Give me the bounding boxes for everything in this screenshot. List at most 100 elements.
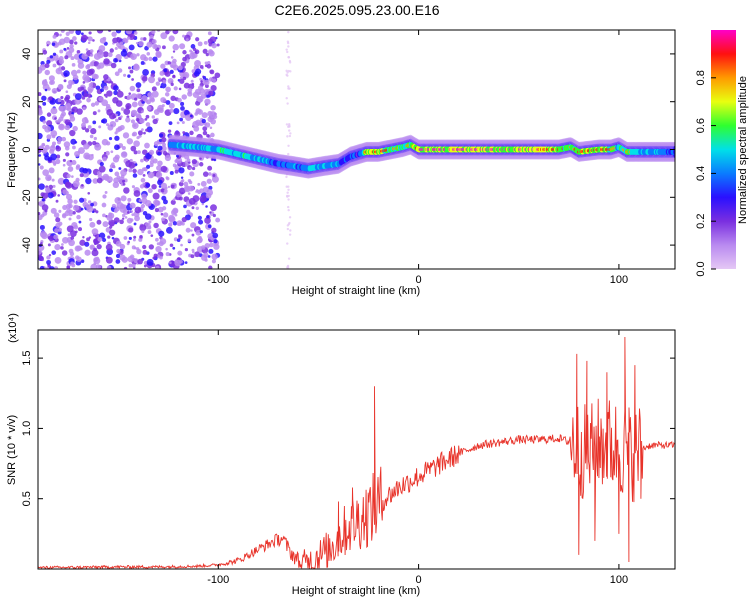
noise-point (75, 30, 82, 36)
noise-point (70, 261, 75, 266)
noise-point (205, 192, 212, 199)
noise-point (38, 256, 44, 262)
noise-point (206, 215, 210, 219)
noise-point (54, 117, 57, 120)
noise-point (50, 130, 58, 137)
noise-point (184, 160, 189, 164)
noise-point (141, 76, 148, 82)
noise-point (136, 248, 142, 255)
noise-point (68, 217, 72, 221)
noise-point (111, 203, 117, 209)
noise-point (57, 98, 62, 103)
y-tick-label: 0 (21, 146, 33, 152)
noise-point (142, 249, 148, 255)
colorbar-gradient (711, 30, 736, 269)
noise-point (138, 134, 142, 138)
noise-point (133, 190, 141, 197)
noise-point (143, 56, 149, 62)
noise-point (108, 212, 113, 217)
noise-point (206, 178, 212, 184)
noise-point (201, 112, 208, 119)
noise-point (172, 43, 179, 51)
noise-point (135, 113, 142, 119)
noise-point (132, 168, 137, 174)
noise-point (204, 122, 211, 128)
noise-point (109, 120, 117, 128)
noise-point (157, 151, 162, 156)
noise-point (89, 61, 95, 67)
snr-frame (37, 329, 676, 570)
noise-point (76, 108, 83, 115)
noise-point (91, 153, 94, 157)
noise-point (199, 157, 202, 160)
noise-point (207, 255, 211, 258)
noise-point (71, 62, 76, 67)
noise-point (177, 97, 182, 103)
noise-point (208, 90, 214, 96)
noise-point (141, 193, 147, 200)
noise-point (207, 165, 213, 171)
noise-point (184, 163, 189, 167)
noise-point (80, 32, 84, 36)
noise-point (120, 49, 128, 57)
noise-point (48, 96, 53, 101)
noise-point (65, 90, 69, 94)
noise-point (210, 132, 215, 138)
noise-point (82, 81, 86, 84)
noise-point (141, 230, 145, 234)
noise-point (288, 221, 291, 225)
noise-point (173, 237, 178, 242)
noise-point (130, 119, 136, 124)
noise-point (178, 181, 184, 187)
noise-point (133, 222, 137, 226)
noise-point (93, 52, 101, 60)
noise-point (60, 246, 64, 250)
noise-point (170, 82, 174, 87)
noise-point (195, 68, 202, 75)
noise-point (81, 184, 84, 187)
noise-point (153, 141, 159, 147)
noise-point (194, 49, 200, 55)
noise-point (288, 233, 292, 236)
noise-point (287, 152, 290, 156)
noise-point (46, 259, 52, 265)
noise-point (287, 188, 290, 191)
noise-point (202, 126, 208, 132)
noise-point (164, 154, 172, 162)
noise-point (151, 86, 157, 92)
noise-point (116, 37, 122, 43)
noise-point (136, 53, 140, 57)
noise-point (191, 233, 195, 237)
noise-point (180, 176, 184, 179)
noise-point (114, 171, 120, 177)
noise-point (63, 141, 71, 148)
colorbar-ticks: 0.0 0.2 0.4 0.6 0.8 (695, 70, 716, 277)
noise-point (59, 38, 66, 45)
noise-point (146, 126, 153, 133)
noise-point (172, 221, 178, 226)
noise-point (69, 113, 75, 119)
noise-point (71, 175, 74, 178)
noise-point (68, 239, 75, 247)
noise-point (161, 45, 166, 50)
noise-point (73, 199, 78, 204)
noise-point (172, 74, 176, 78)
noise-point (50, 207, 57, 214)
noise-point (286, 242, 289, 245)
noise-point (49, 55, 54, 59)
noise-point (75, 165, 80, 170)
noise-point (194, 59, 202, 67)
noise-point (88, 236, 92, 239)
noise-point (121, 217, 125, 220)
noise-point (96, 30, 104, 34)
noise-point (207, 31, 212, 36)
noise-point (209, 69, 215, 75)
noise-point (192, 120, 200, 128)
noise-point (204, 98, 211, 105)
noise-point (162, 79, 167, 84)
noise-point (191, 166, 196, 171)
noise-point (140, 99, 144, 102)
noise-point (66, 225, 74, 233)
noise-point (212, 78, 217, 83)
noise-point (106, 214, 113, 221)
